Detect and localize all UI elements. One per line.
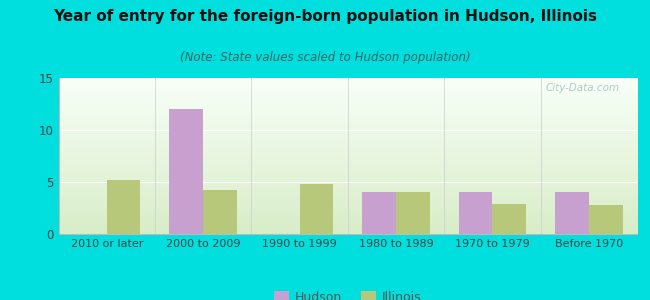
Bar xyxy=(493,204,526,234)
Text: (Note: State values scaled to Hudson population): (Note: State values scaled to Hudson pop… xyxy=(179,51,471,64)
Bar xyxy=(300,184,333,234)
Bar xyxy=(396,192,430,234)
Bar xyxy=(107,180,140,234)
Bar xyxy=(555,192,589,234)
Bar xyxy=(203,190,237,234)
Bar xyxy=(589,205,623,234)
Text: Year of entry for the foreign-born population in Hudson, Illinois: Year of entry for the foreign-born popul… xyxy=(53,9,597,24)
Legend: Hudson, Illinois: Hudson, Illinois xyxy=(268,286,427,300)
Bar xyxy=(170,109,203,234)
Bar xyxy=(362,192,396,234)
Bar xyxy=(459,192,493,234)
Text: City-Data.com: City-Data.com xyxy=(545,83,619,93)
